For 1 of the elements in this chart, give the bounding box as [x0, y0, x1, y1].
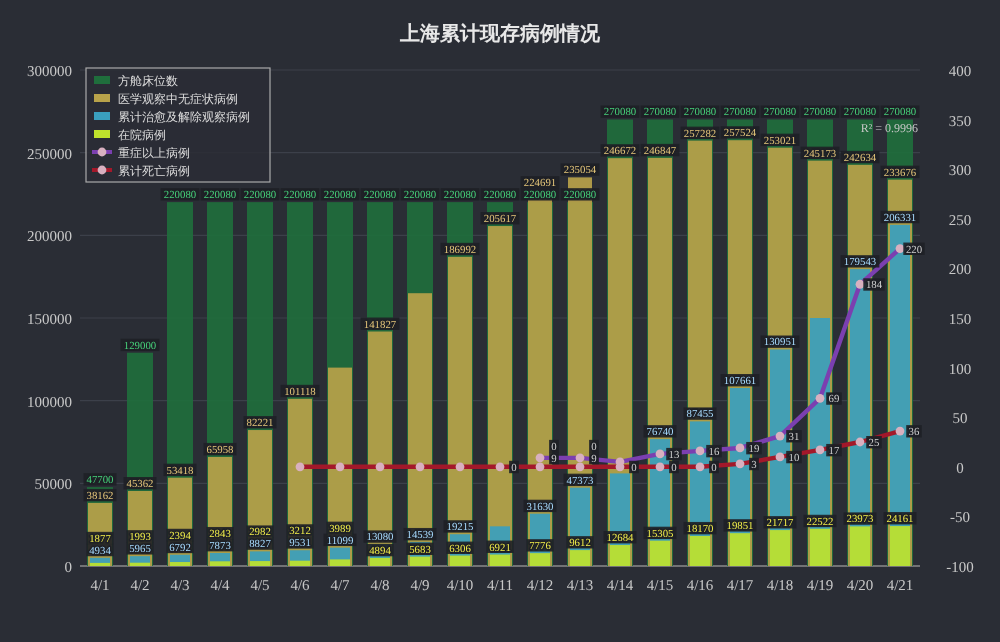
- chart-title: 上海累计现存病例情况: [398, 22, 602, 46]
